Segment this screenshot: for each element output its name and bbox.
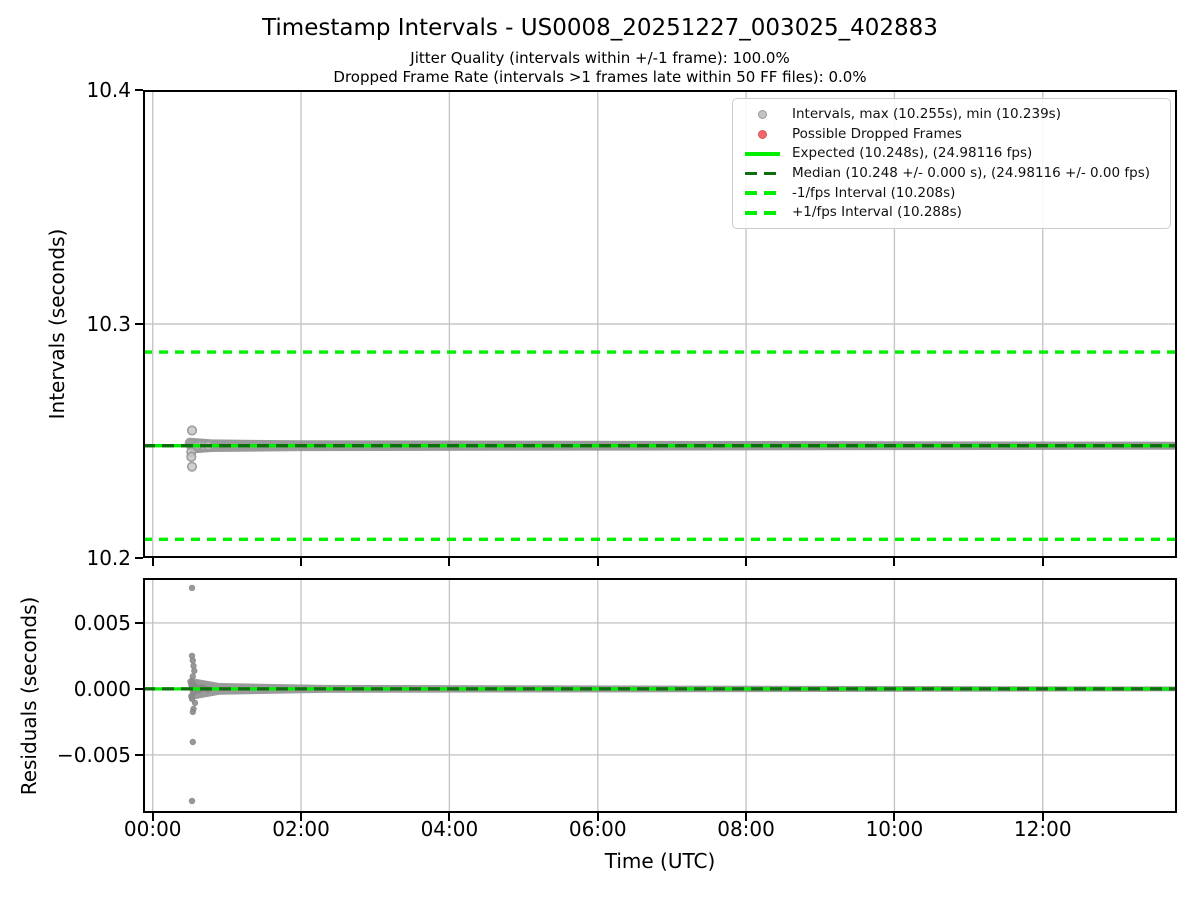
xtick-mark-residuals-10:00	[893, 813, 896, 821]
xtick-label-00:00: 00:00	[123, 817, 182, 841]
legend-item-dropped-frames: Possible Dropped Frames	[739, 125, 1166, 145]
legend-sample-dropped-frames	[739, 129, 785, 139]
ytick-mark-10.3	[135, 323, 143, 325]
residuals-data-point	[191, 699, 199, 707]
chart-subtitle-jitter-quality: Jitter Quality (intervals within +/-1 fr…	[410, 49, 790, 67]
ytick-label-0.005: 0.005	[73, 610, 131, 635]
legend-sample-expected	[739, 152, 785, 156]
residuals-data-point	[188, 695, 196, 703]
legend-item-plus-1fps: +1/fps Interval (10.288s)	[739, 203, 1166, 223]
legend-item-median: Median (10.248 +/- 0.000 s), (24.98116 +…	[739, 164, 1166, 184]
xtick-label-06:00: 06:00	[568, 817, 627, 841]
legend-label-dropped-frames: Possible Dropped Frames	[792, 125, 962, 142]
legend-label-median: Median (10.248 +/- 0.000 s), (24.98116 +…	[792, 165, 1151, 182]
xtick-mark-residuals-04:00	[448, 813, 451, 821]
ytick-mark-0.005	[135, 621, 143, 624]
ytick-mark-−0.005	[135, 753, 143, 756]
xtick-mark-intervals-10:00	[893, 558, 896, 566]
xtick-label-12:00: 12:00	[1013, 817, 1072, 841]
ytick-mark-10.2	[135, 557, 143, 559]
ytick-label-0.000: 0.000	[73, 676, 131, 701]
xtick-label-04:00: 04:00	[420, 817, 479, 841]
legend-label-intervals: Intervals, max (10.255s), min (10.239s)	[792, 106, 1061, 123]
legend-label-plus-1fps: +1/fps Interval (10.288s)	[792, 204, 962, 221]
intervals-y-axis-label: Intervals (seconds)	[45, 228, 69, 420]
x-axis-label: Time (UTC)	[604, 849, 716, 873]
residuals-y-axis-label: Residuals (seconds)	[17, 596, 41, 795]
legend-label-minus-1fps: -1/fps Interval (10.208s)	[792, 184, 956, 201]
xtick-mark-residuals-00:00	[151, 813, 154, 821]
xtick-mark-intervals-02:00	[300, 558, 303, 566]
xtick-mark-intervals-06:00	[596, 558, 599, 566]
ytick-mark-0.000	[135, 687, 143, 690]
intervals-marker-icon	[757, 110, 767, 120]
xtick-mark-intervals-04:00	[448, 558, 451, 566]
legend-item-expected: Expected (10.248s), (24.98116 fps)	[739, 144, 1166, 164]
legend: Intervals, max (10.255s), min (10.239s) P…	[732, 98, 1171, 229]
intervals-data-point	[186, 451, 197, 463]
minus-1fps-line-sample-icon	[744, 191, 780, 195]
dropped-frames-marker-icon	[757, 129, 767, 139]
residuals-data-point	[190, 662, 197, 670]
xtick-label-08:00: 08:00	[717, 817, 775, 841]
xtick-mark-residuals-08:00	[745, 813, 748, 821]
expected-line-sample-icon	[744, 152, 780, 156]
residuals-data-point	[188, 584, 196, 592]
xtick-mark-intervals-08:00	[745, 558, 748, 566]
legend-sample-plus-1fps	[739, 211, 785, 215]
chart-subtitle-dropped-frame-rate: Dropped Frame Rate (intervals >1 frames …	[333, 68, 867, 86]
xtick-label-02:00: 02:00	[272, 817, 330, 841]
residuals-data-point	[189, 708, 196, 716]
intervals-data-point	[186, 425, 198, 436]
xtick-mark-residuals-12:00	[1041, 813, 1044, 821]
legend-item-minus-1fps: -1/fps Interval (10.208s)	[739, 183, 1166, 203]
legend-sample-intervals	[739, 110, 785, 120]
median-line-sample-icon	[744, 171, 780, 176]
legend-label-expected: Expected (10.248s), (24.98116 fps)	[792, 145, 1033, 162]
xtick-mark-intervals-12:00	[1041, 558, 1044, 566]
ytick-mark-10.4	[135, 89, 143, 91]
xtick-mark-residuals-06:00	[596, 813, 599, 821]
xtick-mark-intervals-00:00	[151, 558, 154, 566]
legend-sample-minus-1fps	[739, 191, 785, 195]
residuals-data-point	[189, 673, 196, 680]
ytick-label-−0.005: −0.005	[56, 742, 131, 767]
xtick-mark-residuals-02:00	[300, 813, 303, 821]
ytick-label-10.3: 10.3	[86, 312, 131, 336]
residuals-data-point	[189, 738, 196, 746]
legend-item-intervals: Intervals, max (10.255s), min (10.239s)	[739, 105, 1166, 125]
xtick-label-10:00: 10:00	[865, 817, 924, 841]
plus-1fps-line-sample-icon	[744, 211, 780, 215]
ytick-label-10.4: 10.4	[86, 78, 131, 102]
legend-sample-median	[739, 171, 785, 176]
ytick-label-10.2: 10.2	[86, 546, 131, 570]
intervals-data-point	[186, 461, 198, 472]
residuals-data-point	[189, 657, 196, 664]
chart-title: Timestamp Intervals - US0008_20251227_00…	[262, 15, 938, 41]
residuals-data-point	[191, 667, 198, 675]
residuals-data-point	[188, 797, 196, 805]
residuals-plot-canvas	[143, 578, 1177, 813]
